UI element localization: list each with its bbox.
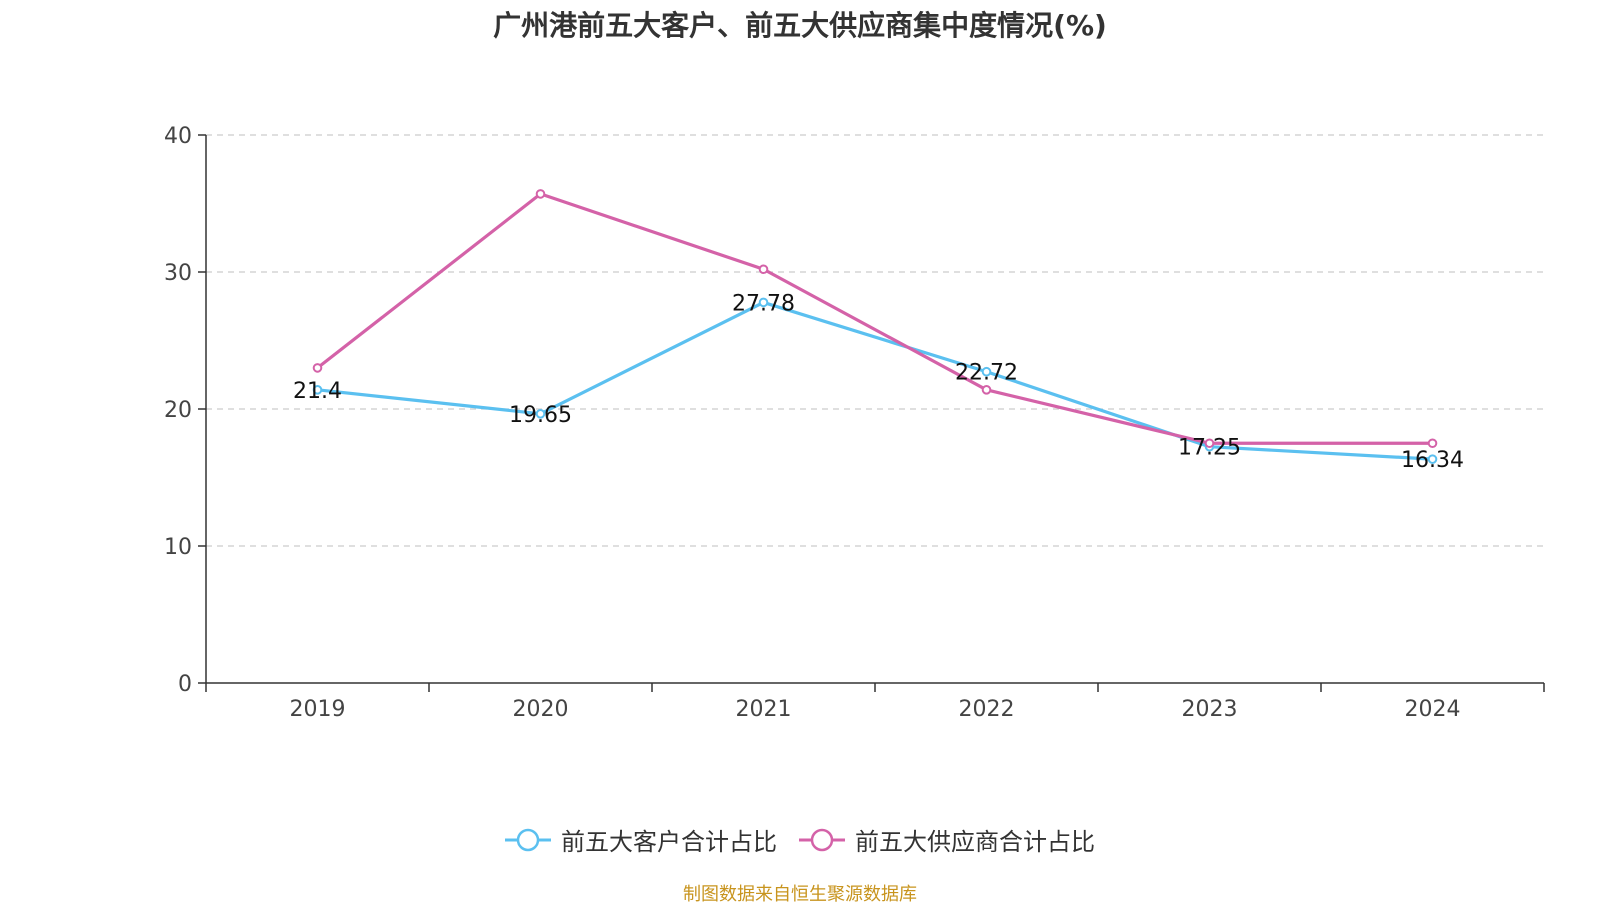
- axes: 0 10 20 30 40 2019 2020 2021 2022 2023 2024: [164, 124, 1545, 722]
- data-point[interactable]: [981, 366, 992, 377]
- legend: 前五大客户合计占比 前五大供应商合计占比: [0, 822, 1600, 857]
- data-label: 21.4: [293, 379, 342, 404]
- data-point[interactable]: [1427, 454, 1438, 464]
- data-point[interactable]: [312, 363, 323, 373]
- source-note: 制图数据来自恒生聚源数据库: [683, 884, 917, 905]
- chart-title: 广州港前五大客户、前五大供应商集中度情况(%): [493, 9, 1107, 42]
- series-line: [316, 192, 1433, 445]
- data-point[interactable]: [535, 408, 546, 419]
- y-tick-label: 0: [178, 672, 192, 697]
- x-tick-label: 2021: [736, 697, 792, 722]
- data-point[interactable]: [758, 264, 769, 275]
- x-tick-label: 2022: [959, 697, 1015, 722]
- data-point[interactable]: [758, 297, 769, 308]
- legend-label: 前五大客户合计占比: [561, 828, 777, 856]
- data-label: 16.34: [1401, 448, 1464, 473]
- data-label: 17.25: [1178, 436, 1241, 461]
- legend-line-circle-icon: [505, 828, 551, 851]
- y-tick-label: 10: [164, 535, 192, 560]
- legend-label: 前五大供应商合计占比: [855, 828, 1095, 856]
- y-tick-label: 30: [164, 261, 192, 286]
- data-point[interactable]: [1427, 438, 1438, 449]
- y-tick-label: 40: [164, 124, 192, 149]
- data-label: 27.78: [732, 291, 795, 316]
- grid-lines: [206, 134, 1544, 547]
- y-tick-label: 20: [164, 398, 192, 423]
- legend-item-customers[interactable]: 前五大客户合计占比: [505, 822, 777, 857]
- data-point[interactable]: [981, 385, 992, 395]
- x-tick-label: 2020: [513, 697, 569, 722]
- series-lines: [312, 189, 1438, 464]
- data-point[interactable]: [312, 385, 323, 395]
- x-tick-label: 2023: [1182, 697, 1238, 722]
- data-label: 19.65: [509, 403, 572, 428]
- legend-item-suppliers[interactable]: 前五大供应商合计占比: [799, 822, 1095, 857]
- x-tick-label: 2019: [290, 697, 346, 722]
- data-point[interactable]: [1204, 438, 1215, 449]
- legend-line-circle-icon: [799, 828, 845, 851]
- data-labels: 21.4 19.65 27.78 22.72 17.25 16.34: [293, 291, 1464, 473]
- x-tick-label: 2024: [1405, 697, 1461, 722]
- data-label: 22.72: [955, 361, 1018, 386]
- data-point[interactable]: [535, 189, 546, 199]
- series-line: [317, 300, 1433, 461]
